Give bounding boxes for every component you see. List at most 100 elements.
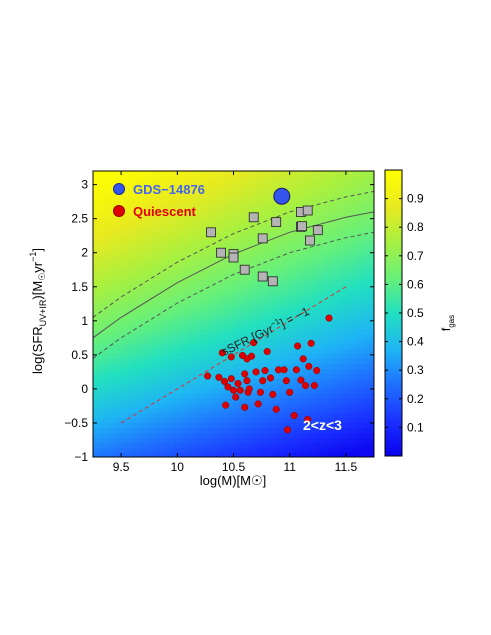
heatmap-cell	[323, 318, 330, 325]
heatmap-cell	[348, 397, 355, 404]
heatmap-cell	[323, 279, 330, 286]
heatmap-cell	[118, 383, 124, 389]
heatmap-cell	[123, 259, 129, 266]
heatmap-cell	[163, 397, 169, 404]
heatmap-cell	[108, 383, 114, 389]
heatmap-cell	[263, 279, 270, 286]
quiescent-marker	[215, 373, 223, 381]
heatmap-cell	[108, 338, 114, 345]
heatmap-cell	[298, 190, 305, 197]
heatmap-cell	[143, 387, 149, 394]
heatmap-cell	[113, 368, 119, 374]
heatmap-cell	[268, 314, 275, 320]
heatmap-cell	[263, 254, 270, 261]
heatmap-cell	[323, 220, 330, 226]
heatmap-cell	[348, 378, 355, 384]
dashed-line	[93, 231, 374, 359]
heatmap-cell	[103, 392, 109, 399]
heatmap-cell	[193, 397, 199, 404]
heatmap-cell	[138, 378, 144, 384]
heatmap-cell	[138, 387, 144, 394]
heatmap-cell	[103, 279, 109, 286]
heatmap-cell	[158, 180, 164, 187]
heatmap-cell	[213, 215, 220, 221]
heatmap-cell	[278, 318, 285, 325]
heatmap-cell	[238, 343, 245, 350]
heatmap-cell	[313, 259, 320, 266]
heatmap-cell	[208, 407, 215, 414]
heatmap-cell	[98, 343, 104, 350]
heatmap-cell	[328, 412, 335, 419]
heatmap-cell	[153, 442, 159, 448]
heatmap-cell	[248, 407, 255, 414]
heatmap-cell	[118, 402, 124, 409]
heatmap-cell	[153, 397, 159, 404]
heatmap-cell	[258, 383, 265, 389]
heatmap-cell	[113, 432, 119, 438]
heatmap-cell	[348, 368, 355, 374]
heatmap-cell	[248, 417, 255, 424]
heatmap-cell	[143, 309, 149, 315]
heatmap-cell	[273, 180, 280, 187]
heatmap-cell	[133, 407, 139, 414]
heatmap-cell	[368, 195, 374, 202]
heatmap-cell	[283, 348, 290, 355]
heatmap-cell	[183, 299, 189, 305]
heatmap-cell	[148, 171, 154, 177]
data-markers	[204, 187, 333, 434]
heatmap-cell	[263, 422, 270, 429]
star-forming-marker	[267, 276, 278, 287]
heatmap-cell	[133, 323, 139, 330]
heatmap-cell	[198, 422, 204, 429]
heatmap-cell	[223, 412, 230, 419]
heatmap-cell	[163, 363, 169, 369]
heatmap-cell	[338, 279, 345, 286]
heatmap-cell	[178, 210, 184, 216]
heatmap-cell	[238, 205, 245, 212]
heatmap-cell	[178, 338, 184, 345]
heatmap-cell	[283, 318, 290, 325]
heatmap-cell	[368, 442, 374, 448]
heatmap-cell	[283, 205, 290, 212]
heatmap-cell	[158, 235, 164, 241]
heatmap-cell	[93, 318, 99, 325]
heatmap-cell	[208, 259, 215, 266]
heatmap-cell	[193, 289, 199, 295]
heatmap-cell	[123, 244, 129, 251]
heatmap-cell	[323, 210, 330, 216]
heatmap-cell	[243, 254, 250, 261]
heatmap-cell	[343, 318, 350, 325]
heatmap-cell	[268, 200, 275, 207]
y-tick-label: −0.5	[64, 416, 88, 430]
heatmap-cell	[368, 254, 374, 261]
heatmap-cell	[253, 373, 260, 379]
heatmap-cell	[153, 437, 159, 443]
heatmap-cell	[153, 402, 159, 409]
heatmap-cell	[98, 235, 104, 241]
heatmap-cell	[203, 205, 210, 212]
heatmap-cell	[158, 442, 164, 448]
heatmap-cell	[333, 171, 340, 177]
heatmap-cell	[368, 190, 374, 197]
heatmap-cell	[303, 289, 310, 295]
heatmap-cell	[143, 348, 149, 355]
heatmap-cell	[143, 427, 149, 433]
heatmap-cell	[343, 210, 350, 216]
heatmap-cell	[313, 200, 320, 207]
heatmap-cell	[298, 171, 305, 177]
heatmap-cell	[333, 447, 340, 453]
heatmap-cell	[298, 343, 305, 350]
heatmap-cell	[143, 175, 149, 182]
heatmap-cell	[278, 452, 285, 457]
heatmap-cell	[183, 318, 189, 325]
heatmap-cell	[268, 417, 275, 424]
y-tick-label: 0.5	[71, 348, 88, 362]
heatmap-cell	[368, 235, 374, 241]
heatmap-cell	[343, 333, 350, 340]
heatmap-cell	[233, 407, 240, 414]
heatmap-cell	[363, 338, 370, 345]
heatmap-cell	[318, 259, 325, 266]
heatmap-cell	[168, 417, 174, 424]
heatmap-cell	[328, 363, 335, 369]
heatmap-cell	[108, 235, 114, 241]
